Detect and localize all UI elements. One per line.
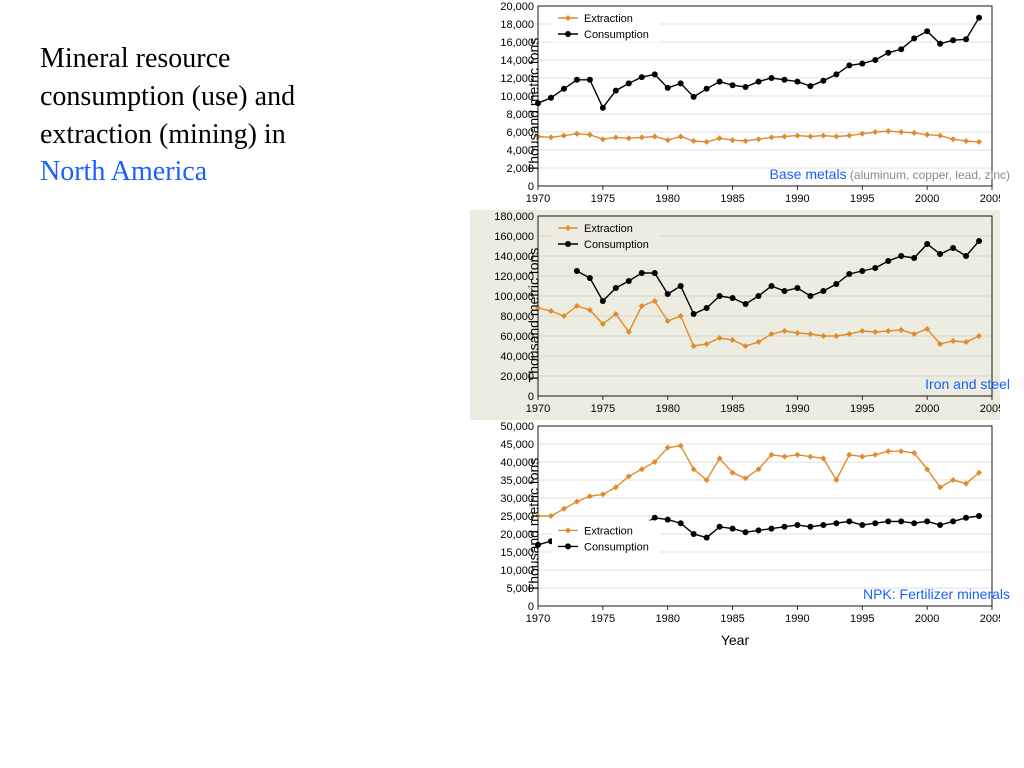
svg-text:Extraction: Extraction bbox=[584, 223, 633, 235]
chart-svg: 020,00040,00060,00080,000100,000120,0001… bbox=[470, 210, 1000, 420]
svg-text:1975: 1975 bbox=[591, 613, 615, 625]
svg-text:0: 0 bbox=[528, 601, 534, 613]
y-axis-label: Thousand metric tons bbox=[525, 38, 541, 173]
svg-text:1995: 1995 bbox=[850, 403, 874, 415]
svg-text:1975: 1975 bbox=[591, 193, 615, 205]
svg-text:1995: 1995 bbox=[850, 613, 874, 625]
chart-title: Base metals (aluminum, copper, lead, zin… bbox=[770, 166, 1010, 182]
svg-text:1985: 1985 bbox=[720, 403, 744, 415]
chart-c2: 020,00040,00060,00080,000100,000120,0001… bbox=[470, 210, 1024, 420]
x-axis-label: Year bbox=[470, 632, 1000, 648]
svg-text:2000: 2000 bbox=[915, 613, 939, 625]
svg-text:1970: 1970 bbox=[526, 193, 550, 205]
svg-text:Extraction: Extraction bbox=[584, 13, 633, 25]
svg-text:1990: 1990 bbox=[785, 403, 809, 415]
svg-text:1970: 1970 bbox=[526, 403, 550, 415]
svg-text:1985: 1985 bbox=[720, 613, 744, 625]
svg-text:2005: 2005 bbox=[980, 403, 1000, 415]
svg-text:1990: 1990 bbox=[785, 613, 809, 625]
svg-text:2005: 2005 bbox=[980, 193, 1000, 205]
svg-text:Consumption: Consumption bbox=[584, 541, 649, 553]
svg-text:0: 0 bbox=[528, 391, 534, 403]
svg-text:160,000: 160,000 bbox=[494, 231, 534, 243]
chart-c1: 02,0004,0006,0008,00010,00012,00014,0001… bbox=[470, 0, 1024, 210]
svg-text:180,000: 180,000 bbox=[494, 211, 534, 223]
y-axis-label: Thousand metric tons bbox=[525, 458, 541, 593]
svg-text:50,000: 50,000 bbox=[500, 421, 534, 433]
svg-text:2000: 2000 bbox=[915, 403, 939, 415]
chart-title: Iron and steel bbox=[925, 376, 1010, 392]
chart-title: NPK: Fertilizer minerals bbox=[863, 586, 1010, 602]
svg-text:1985: 1985 bbox=[720, 193, 744, 205]
svg-text:1980: 1980 bbox=[655, 193, 679, 205]
chart-c3: 05,00010,00015,00020,00025,00030,00035,0… bbox=[470, 420, 1024, 630]
svg-text:Consumption: Consumption bbox=[584, 29, 649, 41]
svg-text:2000: 2000 bbox=[915, 193, 939, 205]
svg-text:0: 0 bbox=[528, 181, 534, 193]
svg-text:2005: 2005 bbox=[980, 613, 1000, 625]
svg-text:1980: 1980 bbox=[655, 613, 679, 625]
y-axis-label: Thousand metric tons bbox=[525, 248, 541, 383]
svg-text:20,000: 20,000 bbox=[500, 1, 534, 13]
svg-text:1975: 1975 bbox=[591, 403, 615, 415]
svg-text:1980: 1980 bbox=[655, 403, 679, 415]
svg-text:1995: 1995 bbox=[850, 193, 874, 205]
svg-text:1970: 1970 bbox=[526, 613, 550, 625]
page-title: Mineral resource consumption (use) and e… bbox=[40, 40, 450, 191]
svg-text:Consumption: Consumption bbox=[584, 239, 649, 251]
svg-text:Extraction: Extraction bbox=[584, 525, 633, 537]
svg-text:18,000: 18,000 bbox=[500, 19, 534, 31]
svg-text:45,000: 45,000 bbox=[500, 439, 534, 451]
svg-text:1990: 1990 bbox=[785, 193, 809, 205]
